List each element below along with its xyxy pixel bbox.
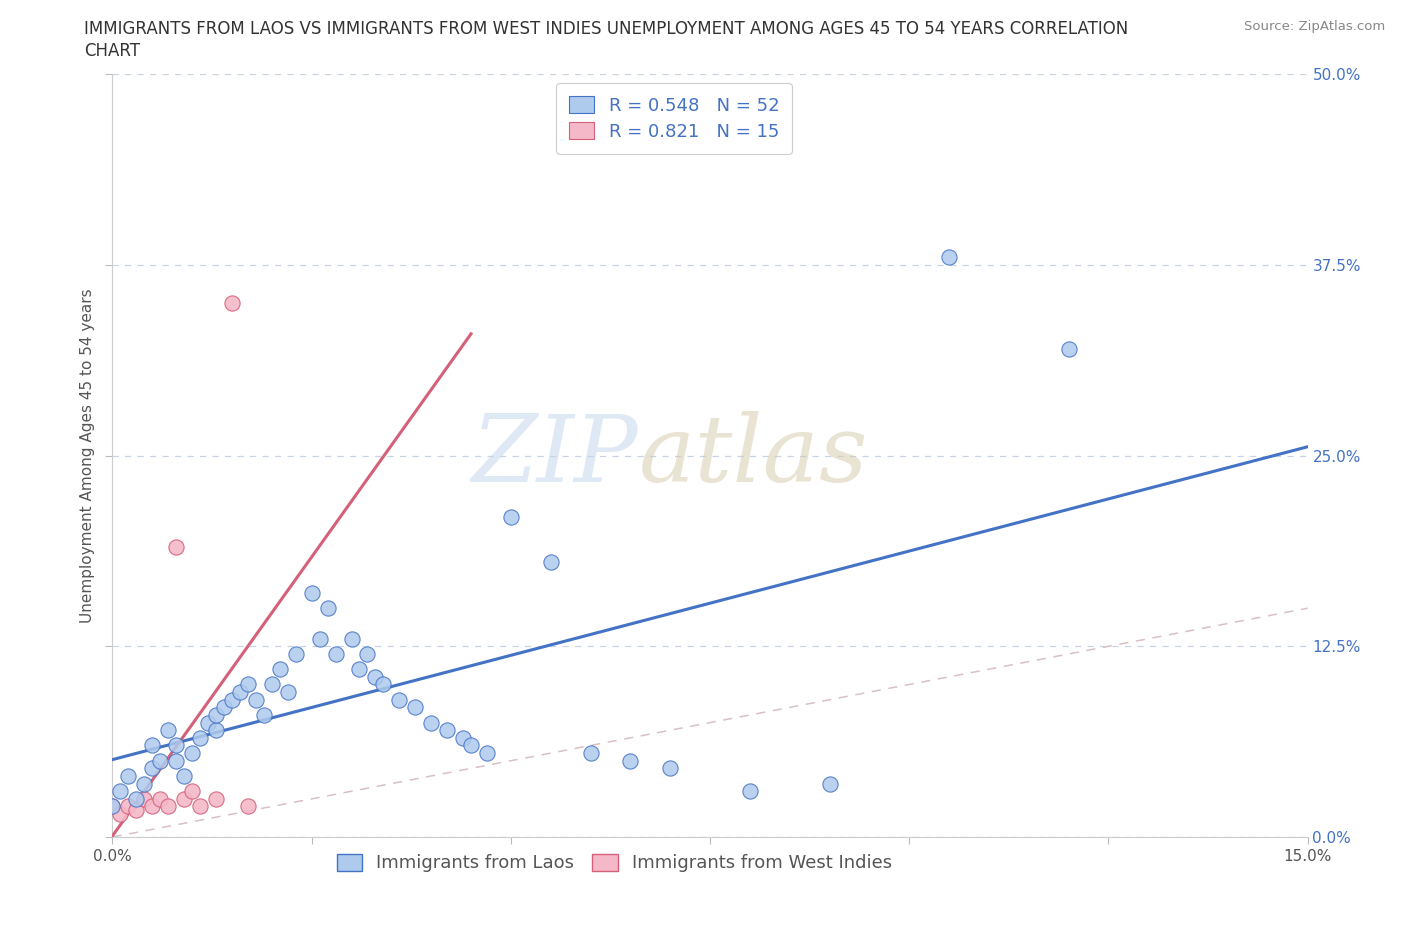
Point: [141, 761, 163, 776]
Point: [110, 784, 132, 799]
Point: [221, 692, 243, 707]
Point: [388, 692, 411, 707]
Point: [117, 799, 139, 814]
Point: [325, 646, 347, 661]
Point: [245, 692, 267, 707]
Point: [277, 684, 299, 699]
Point: [173, 791, 195, 806]
Point: [165, 738, 187, 753]
Point: [404, 700, 426, 715]
Point: [110, 806, 132, 821]
Point: [205, 723, 228, 737]
Point: [436, 723, 458, 737]
Point: [540, 555, 562, 570]
Point: [181, 784, 204, 799]
Point: [101, 799, 124, 814]
Point: [157, 723, 180, 737]
Point: [188, 730, 211, 745]
Text: CHART: CHART: [84, 42, 141, 60]
Text: ZIP: ZIP: [471, 411, 638, 500]
Point: [165, 539, 187, 554]
Point: [269, 662, 291, 677]
Point: [157, 799, 180, 814]
Point: [1057, 341, 1080, 356]
Point: [253, 708, 276, 723]
Point: [619, 753, 641, 768]
Point: [316, 601, 339, 616]
Text: atlas: atlas: [638, 411, 868, 500]
Point: [260, 677, 283, 692]
Point: [308, 631, 330, 646]
Text: Source: ZipAtlas.com: Source: ZipAtlas.com: [1244, 20, 1385, 33]
Point: [499, 510, 522, 525]
Point: [165, 753, 187, 768]
Point: [284, 646, 307, 661]
Point: [125, 791, 148, 806]
Point: [460, 738, 482, 753]
Point: [141, 799, 163, 814]
Point: [221, 296, 243, 311]
Point: [149, 753, 172, 768]
Point: [373, 677, 395, 692]
Point: [101, 799, 124, 814]
Point: [236, 677, 259, 692]
Point: [236, 799, 259, 814]
Point: [212, 700, 235, 715]
Point: [173, 768, 195, 783]
Point: [134, 777, 156, 791]
Legend: Immigrants from Laos, Immigrants from West Indies: Immigrants from Laos, Immigrants from We…: [328, 844, 901, 882]
Point: [149, 791, 172, 806]
Point: [738, 784, 761, 799]
Point: [205, 708, 228, 723]
Point: [659, 761, 682, 776]
Point: [205, 791, 228, 806]
Point: [229, 684, 252, 699]
Point: [818, 777, 841, 791]
Point: [356, 646, 378, 661]
Point: [134, 791, 156, 806]
Text: IMMIGRANTS FROM LAOS VS IMMIGRANTS FROM WEST INDIES UNEMPLOYMENT AMONG AGES 45 T: IMMIGRANTS FROM LAOS VS IMMIGRANTS FROM …: [84, 20, 1129, 38]
Point: [420, 715, 443, 730]
Point: [579, 746, 602, 761]
Point: [141, 738, 163, 753]
Point: [938, 250, 960, 265]
Point: [451, 730, 474, 745]
Point: [364, 670, 387, 684]
Y-axis label: Unemployment Among Ages 45 to 54 years: Unemployment Among Ages 45 to 54 years: [80, 288, 96, 623]
Point: [475, 746, 498, 761]
Point: [181, 746, 204, 761]
Point: [188, 799, 211, 814]
Point: [125, 802, 148, 817]
Point: [117, 768, 139, 783]
Point: [301, 586, 323, 601]
Point: [197, 715, 219, 730]
Point: [349, 662, 371, 677]
Point: [340, 631, 363, 646]
